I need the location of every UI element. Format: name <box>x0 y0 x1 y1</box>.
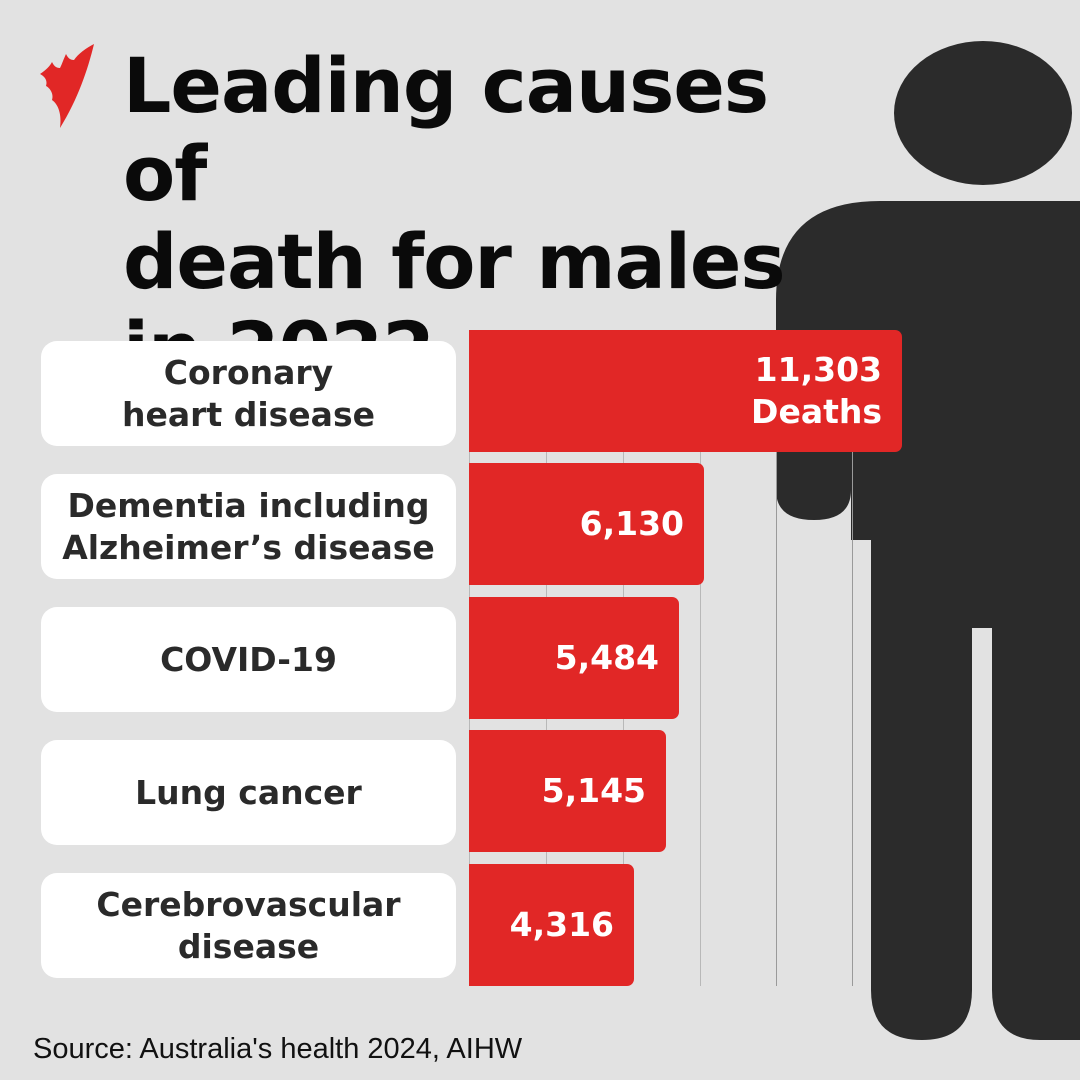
category-label: Dementia including Alzheimer’s disease <box>62 485 435 567</box>
bar-value-label: 5,145 <box>541 771 646 810</box>
category-label: Coronary heart disease <box>122 352 375 434</box>
title-line-2: death for males <box>123 217 786 306</box>
category-label: COVID-19 <box>160 639 337 679</box>
gridline <box>700 330 701 986</box>
sbs-logo-icon <box>40 44 94 128</box>
bar-lung-cancer: 5,145 <box>469 730 666 852</box>
bar-value-label: 5,484 <box>554 638 659 677</box>
category-label-box: COVID-19 <box>41 607 456 712</box>
bar-coronary-heart-disease: 11,303 Deaths <box>469 330 902 452</box>
bar-dementia: 6,130 <box>469 463 704 585</box>
category-label-box: Dementia including Alzheimer’s disease <box>41 474 456 579</box>
bar-value-label: 6,130 <box>579 504 684 543</box>
bar-covid-19: 5,484 <box>469 597 679 719</box>
category-label-box: Coronary heart disease <box>41 341 456 446</box>
category-label: Lung cancer <box>135 772 362 812</box>
title-line-1: Leading causes of <box>123 41 769 218</box>
gridline <box>852 330 853 986</box>
source-note: Source: Australia's health 2024, AIHW <box>33 1033 523 1065</box>
category-label-box: Lung cancer <box>41 740 456 845</box>
gridline <box>776 330 777 986</box>
bar-cerebrovascular-disease: 4,316 <box>469 864 634 986</box>
bar-value-label: 4,316 <box>509 905 614 944</box>
bar-value-label: 11,303 Deaths <box>751 350 882 431</box>
category-label: Cerebrovascular disease <box>96 884 401 966</box>
category-label-box: Cerebrovascular disease <box>41 873 456 978</box>
